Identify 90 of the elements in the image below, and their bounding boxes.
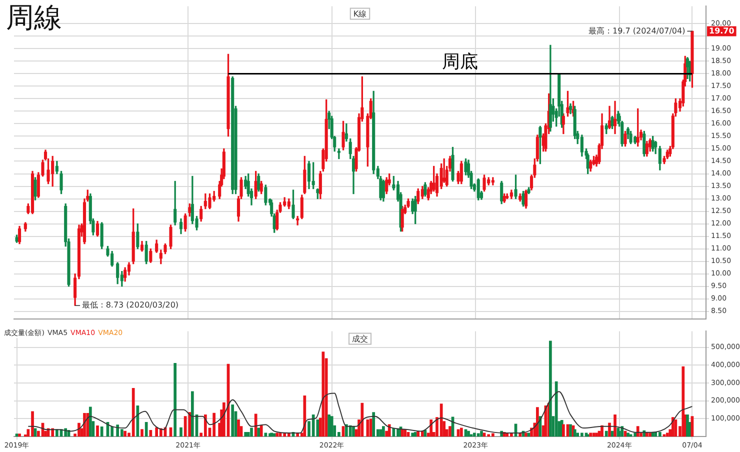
bar — [344, 424, 348, 437]
bar — [328, 414, 331, 437]
bar — [190, 391, 194, 437]
bar — [231, 404, 234, 437]
bar — [491, 433, 494, 437]
bar — [260, 425, 263, 437]
bar — [149, 430, 152, 437]
bar — [554, 381, 558, 437]
annotation: 成交 — [352, 334, 368, 344]
bar — [480, 430, 483, 437]
bar — [674, 419, 678, 437]
bar — [440, 404, 443, 437]
bar — [264, 432, 268, 437]
bar — [460, 428, 463, 437]
bar — [654, 432, 658, 437]
bar — [83, 413, 86, 437]
bar — [204, 414, 207, 437]
annotation: 最高 : 19.7 (2024/07/04) — [588, 26, 686, 36]
bar — [184, 416, 187, 437]
bar — [188, 412, 192, 437]
annotation: 最低 : 8.73 (2020/03/20) — [82, 300, 179, 310]
bar — [476, 433, 480, 437]
annotation: K線 — [353, 9, 367, 18]
bar — [272, 433, 276, 437]
bar — [174, 363, 177, 437]
bar — [18, 434, 21, 437]
bar — [549, 340, 552, 437]
bar — [180, 427, 182, 437]
bar — [96, 426, 99, 437]
bar — [237, 419, 240, 437]
bar — [626, 432, 630, 437]
bar — [614, 414, 616, 437]
bar — [212, 412, 216, 437]
bar — [600, 425, 604, 437]
bar — [360, 402, 364, 437]
bar — [604, 430, 608, 437]
bar — [254, 414, 258, 437]
bar — [379, 429, 382, 437]
bar — [636, 426, 640, 437]
bar — [430, 419, 433, 437]
candlestick — [337, 148, 340, 160]
bar — [303, 396, 306, 437]
bar — [322, 352, 325, 437]
bar — [620, 426, 624, 437]
bar — [276, 432, 279, 437]
bar — [88, 406, 92, 437]
bar — [144, 422, 148, 437]
bar — [372, 412, 376, 437]
chart-title: 周線 — [6, 1, 62, 34]
bar — [608, 422, 611, 437]
bar — [576, 432, 580, 437]
text: 19.70 — [709, 26, 735, 36]
bar — [352, 426, 355, 437]
bar — [686, 414, 689, 437]
bar — [562, 424, 565, 437]
bar — [382, 426, 385, 437]
bar — [589, 432, 592, 437]
bar — [124, 430, 126, 437]
bar — [467, 430, 470, 437]
bar — [155, 427, 158, 437]
bar — [487, 434, 490, 437]
bar — [524, 432, 528, 437]
bar — [411, 432, 414, 437]
bar — [116, 424, 120, 437]
bar — [86, 413, 90, 437]
bar — [330, 416, 334, 437]
candlestick — [296, 216, 300, 226]
bar — [595, 432, 598, 437]
bar — [392, 428, 396, 437]
bar — [246, 432, 250, 437]
bar — [472, 432, 476, 437]
bar — [140, 429, 144, 437]
bar — [250, 428, 253, 437]
bar — [658, 432, 662, 437]
bar — [448, 426, 452, 437]
candlestick — [613, 100, 617, 134]
bar — [634, 432, 637, 437]
bar — [100, 426, 104, 437]
bar — [136, 406, 140, 437]
series-label: 周底 — [442, 51, 478, 72]
bar — [312, 414, 315, 437]
bar — [257, 428, 260, 437]
bar — [404, 429, 407, 437]
bar — [536, 407, 539, 437]
bar — [132, 388, 135, 437]
bar — [416, 431, 420, 437]
bar — [348, 425, 352, 437]
bar — [110, 426, 114, 437]
line-series — [28, 391, 693, 434]
bar — [244, 432, 248, 437]
